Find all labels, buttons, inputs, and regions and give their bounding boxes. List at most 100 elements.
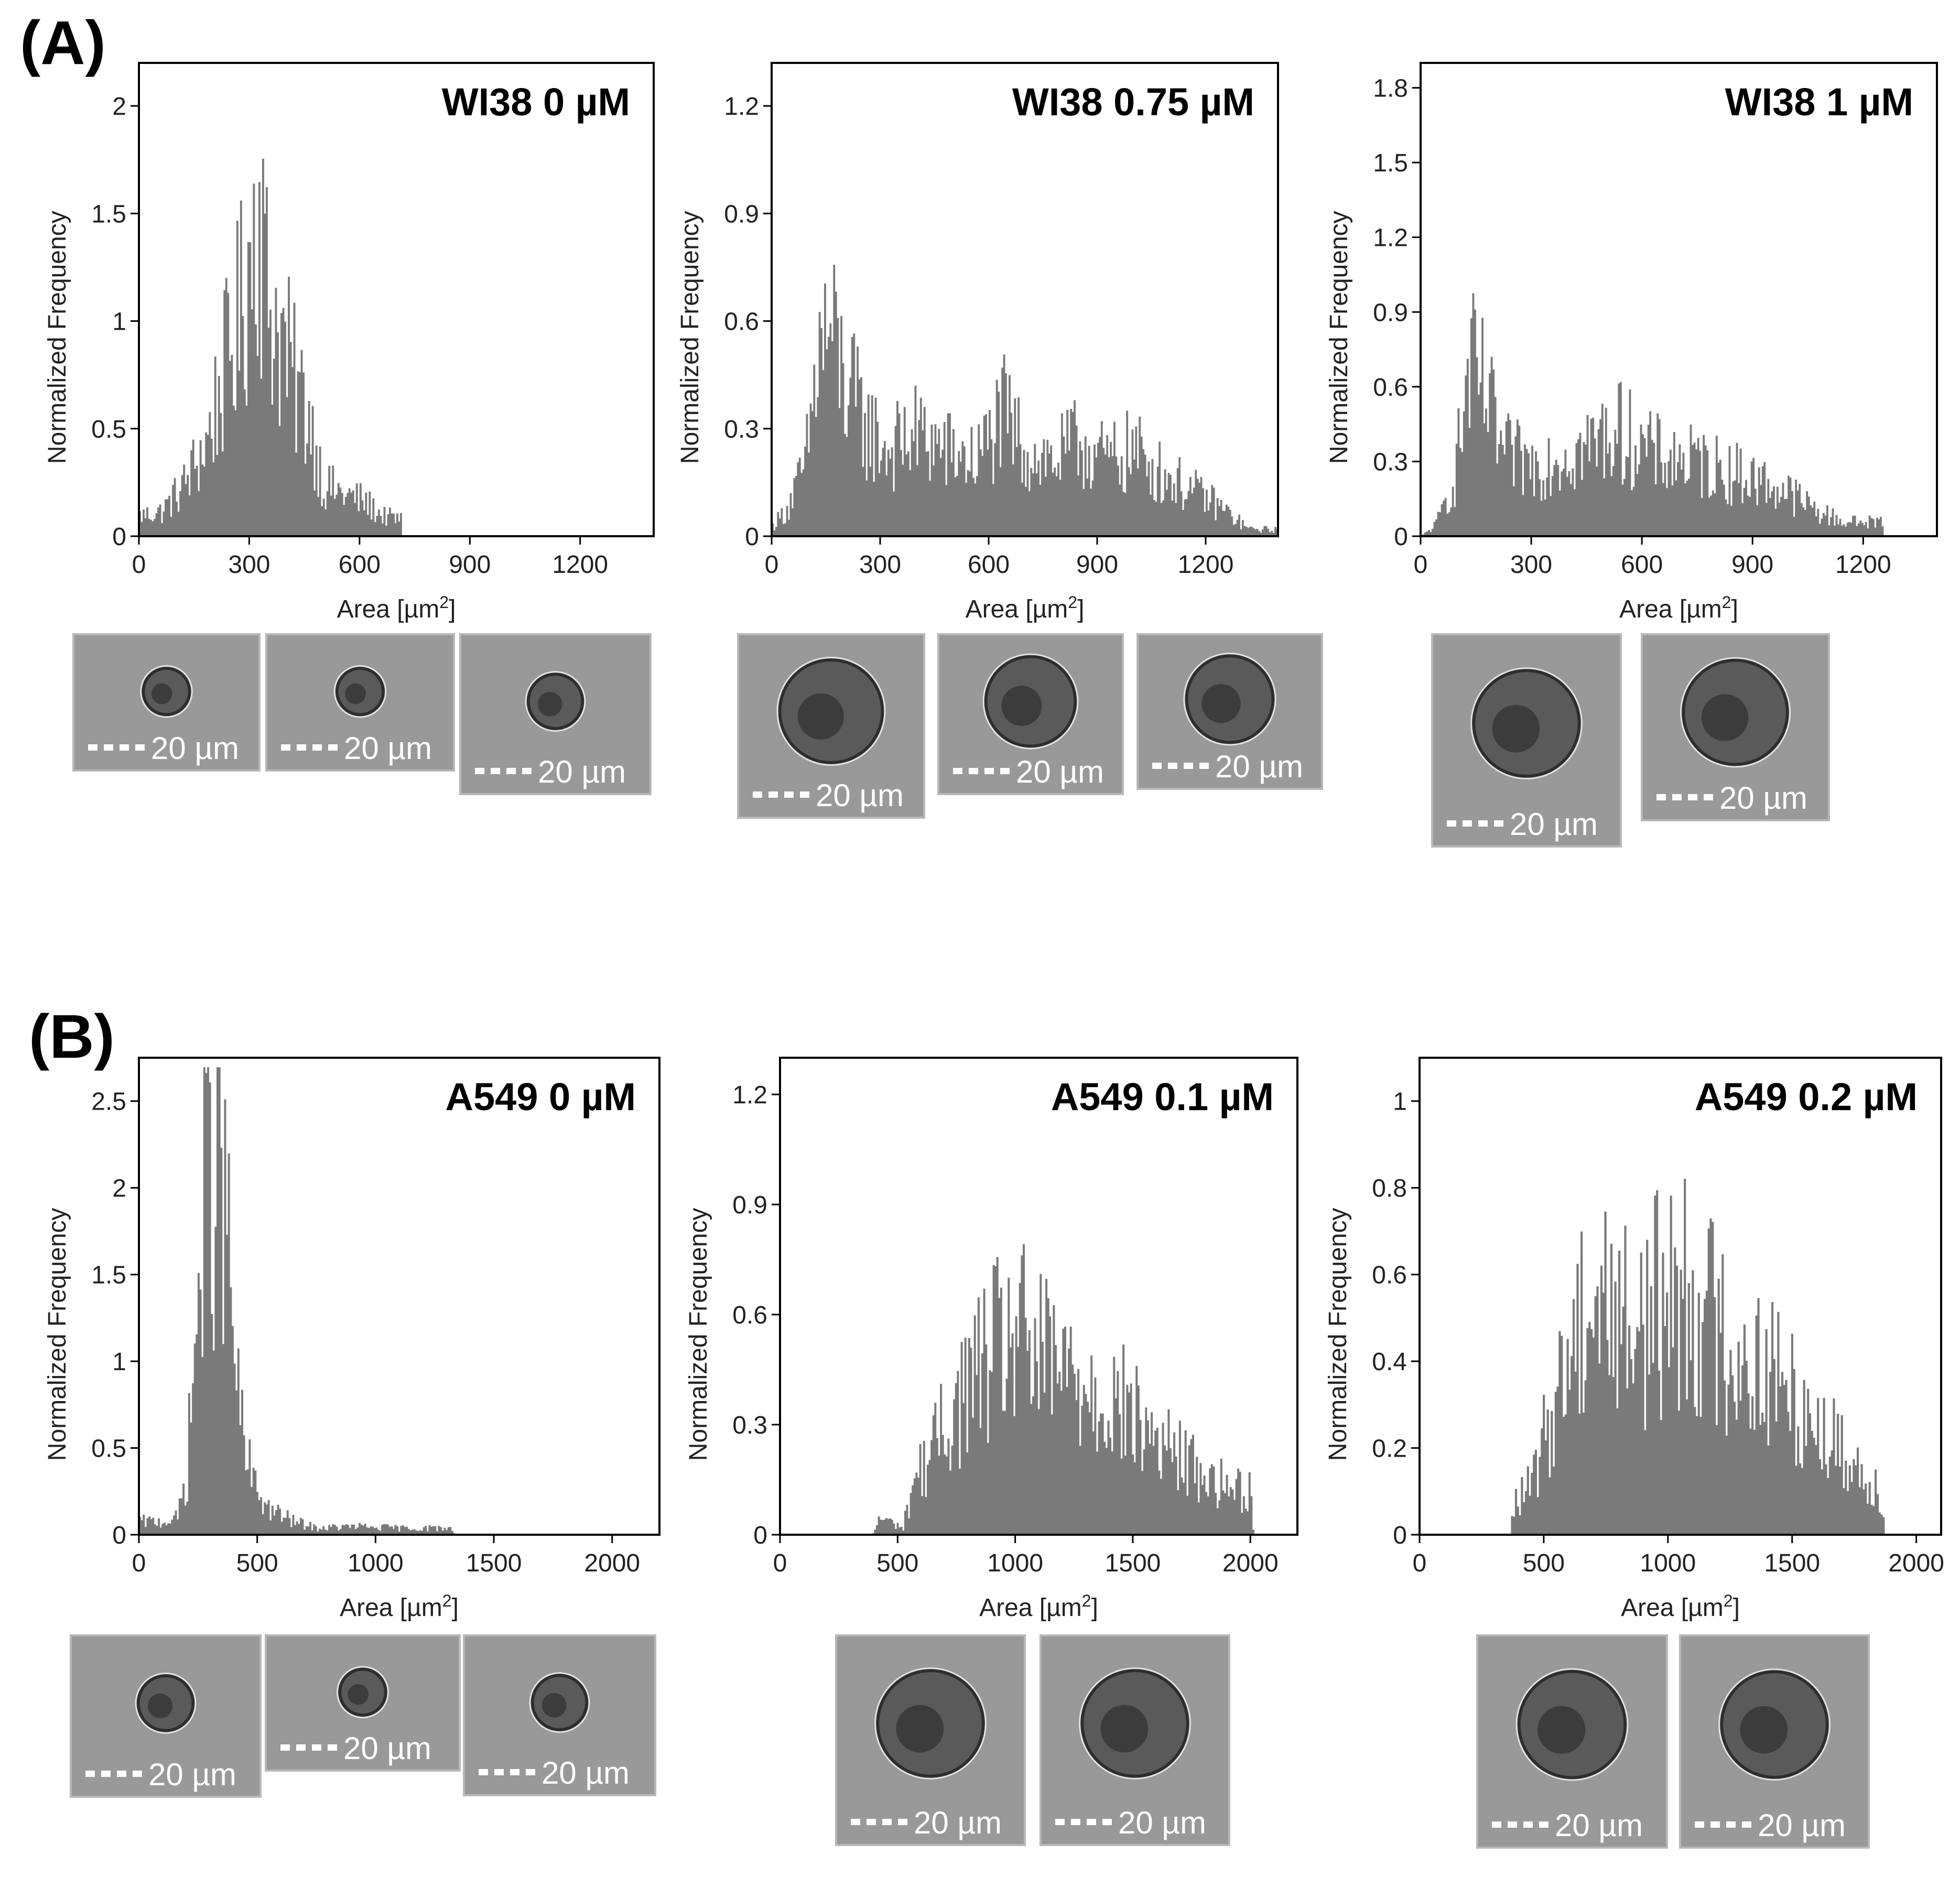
- histogram-bar: [413, 1529, 416, 1535]
- histogram-bar: [1879, 517, 1882, 536]
- histogram-bar: [346, 493, 349, 536]
- histogram-bar: [1046, 439, 1049, 536]
- histogram-bar: [1489, 373, 1491, 536]
- histogram-bar: [972, 478, 974, 536]
- y-tick-label: 0.3: [1373, 448, 1408, 476]
- histogram-bar: [1139, 416, 1141, 536]
- histogram-bar: [366, 515, 369, 536]
- histogram-bar: [1781, 1372, 1784, 1535]
- histogram-bar: [1850, 523, 1853, 536]
- scale-bar-label: 20 µm: [344, 731, 432, 766]
- histogram-bar: [143, 509, 145, 536]
- histogram-bar: [1630, 1359, 1632, 1535]
- histogram-bar: [1876, 1494, 1879, 1535]
- cell-micrograph: 20 µm: [72, 633, 261, 772]
- y-tick-label: 0.6: [732, 1301, 767, 1329]
- scale-bar-dash: [851, 1819, 860, 1825]
- histogram-bar: [1752, 458, 1755, 536]
- histogram-bar: [1073, 1374, 1076, 1535]
- histogram-bar: [280, 313, 283, 536]
- histogram-bar: [169, 1523, 171, 1535]
- y-tick-label: 0.8: [1372, 1175, 1407, 1202]
- histogram-bar: [1070, 409, 1073, 536]
- cell-micrograph: 20 µm: [1476, 1634, 1668, 1849]
- histogram-bar: [170, 516, 172, 536]
- histogram-bar: [824, 283, 826, 536]
- histogram-bar: [1222, 511, 1224, 536]
- histogram-bar: [1509, 420, 1511, 536]
- histogram-bar: [1710, 495, 1713, 536]
- histogram-bar: [1514, 436, 1517, 536]
- histogram-bar: [1533, 496, 1535, 536]
- histogram-bar: [248, 1439, 251, 1535]
- histogram-bar: [269, 309, 272, 536]
- histogram-bar: [1707, 1228, 1710, 1535]
- histogram-bar: [1799, 1463, 1802, 1535]
- x-tick-label: 0: [765, 551, 779, 579]
- cell-micrograph: 20 µm: [70, 1634, 262, 1798]
- histogram-bar: [311, 406, 314, 536]
- histogram-bar: [1612, 1377, 1615, 1535]
- histogram-bar: [1875, 1469, 1877, 1535]
- histogram-bar: [1215, 1493, 1217, 1535]
- histogram-bar: [198, 491, 200, 536]
- histogram-bar: [1015, 1316, 1017, 1535]
- x-tick-label: 500: [876, 1549, 918, 1577]
- histogram-bar: [1783, 1385, 1785, 1535]
- x-axis-label: Area [µm2]: [1621, 1591, 1740, 1622]
- histogram-bar: [1588, 1321, 1591, 1535]
- scale-bar-dash: [1184, 763, 1193, 769]
- histogram-bar: [1182, 509, 1184, 536]
- histogram-bar: [451, 1531, 453, 1535]
- histogram-bar: [165, 1525, 168, 1535]
- histogram-bar: [159, 504, 161, 536]
- histogram-bar: [1114, 1398, 1117, 1535]
- histogram-bar: [1853, 1459, 1855, 1535]
- histogram-bar: [940, 1384, 943, 1535]
- y-tick-label: 0.5: [91, 1435, 126, 1463]
- histogram-bar: [1690, 425, 1692, 536]
- histogram-bar: [196, 465, 198, 536]
- histogram-bar: [181, 475, 183, 536]
- histogram-bar: [1767, 479, 1770, 536]
- panel-label-b: (B): [29, 1002, 115, 1071]
- x-tick-label: 1500: [1105, 1549, 1161, 1577]
- histogram-bar: [1534, 1449, 1537, 1535]
- histogram-bar: [781, 508, 783, 536]
- x-tick-label: 900: [1731, 551, 1773, 579]
- histogram-bar: [1450, 507, 1453, 536]
- histogram-bar: [1507, 413, 1510, 536]
- histogram-bar: [240, 200, 242, 537]
- histogram-bar: [1763, 462, 1766, 536]
- histogram-bar: [1171, 1462, 1174, 1535]
- histogram-bar: [1572, 468, 1574, 536]
- histogram-bar: [869, 466, 872, 536]
- histogram-bar: [377, 1529, 380, 1535]
- histogram-bar: [1562, 1417, 1565, 1535]
- histogram-bar: [1452, 486, 1454, 536]
- histogram-bar: [1093, 444, 1096, 536]
- histogram-bar: [322, 1526, 325, 1535]
- histogram-bar: [818, 311, 821, 536]
- histogram-bar: [1227, 506, 1230, 536]
- histogram-bar: [315, 1526, 317, 1535]
- histogram-bar: [887, 449, 890, 536]
- histogram-bar: [351, 1524, 353, 1535]
- histogram-bar: [923, 1440, 925, 1535]
- x-tick-label: 1500: [1764, 1549, 1820, 1577]
- x-tick-label: 1200: [1835, 551, 1891, 579]
- histogram-bar: [1120, 456, 1123, 536]
- plot-frame-edge: [138, 62, 655, 537]
- histogram-bar: [1861, 523, 1864, 536]
- histogram-bar: [1813, 1438, 1815, 1535]
- histogram-bar: [1822, 513, 1825, 536]
- histogram-bar: [1207, 510, 1210, 536]
- histogram-bar: [1578, 1413, 1581, 1535]
- histogram-bar: [981, 455, 984, 536]
- histogram-bar: [1605, 407, 1607, 536]
- histogram-bar: [313, 1524, 316, 1535]
- histogram-bar: [205, 432, 208, 536]
- histogram-bar: [182, 1483, 185, 1535]
- scale-bar-dash: [1695, 1821, 1704, 1828]
